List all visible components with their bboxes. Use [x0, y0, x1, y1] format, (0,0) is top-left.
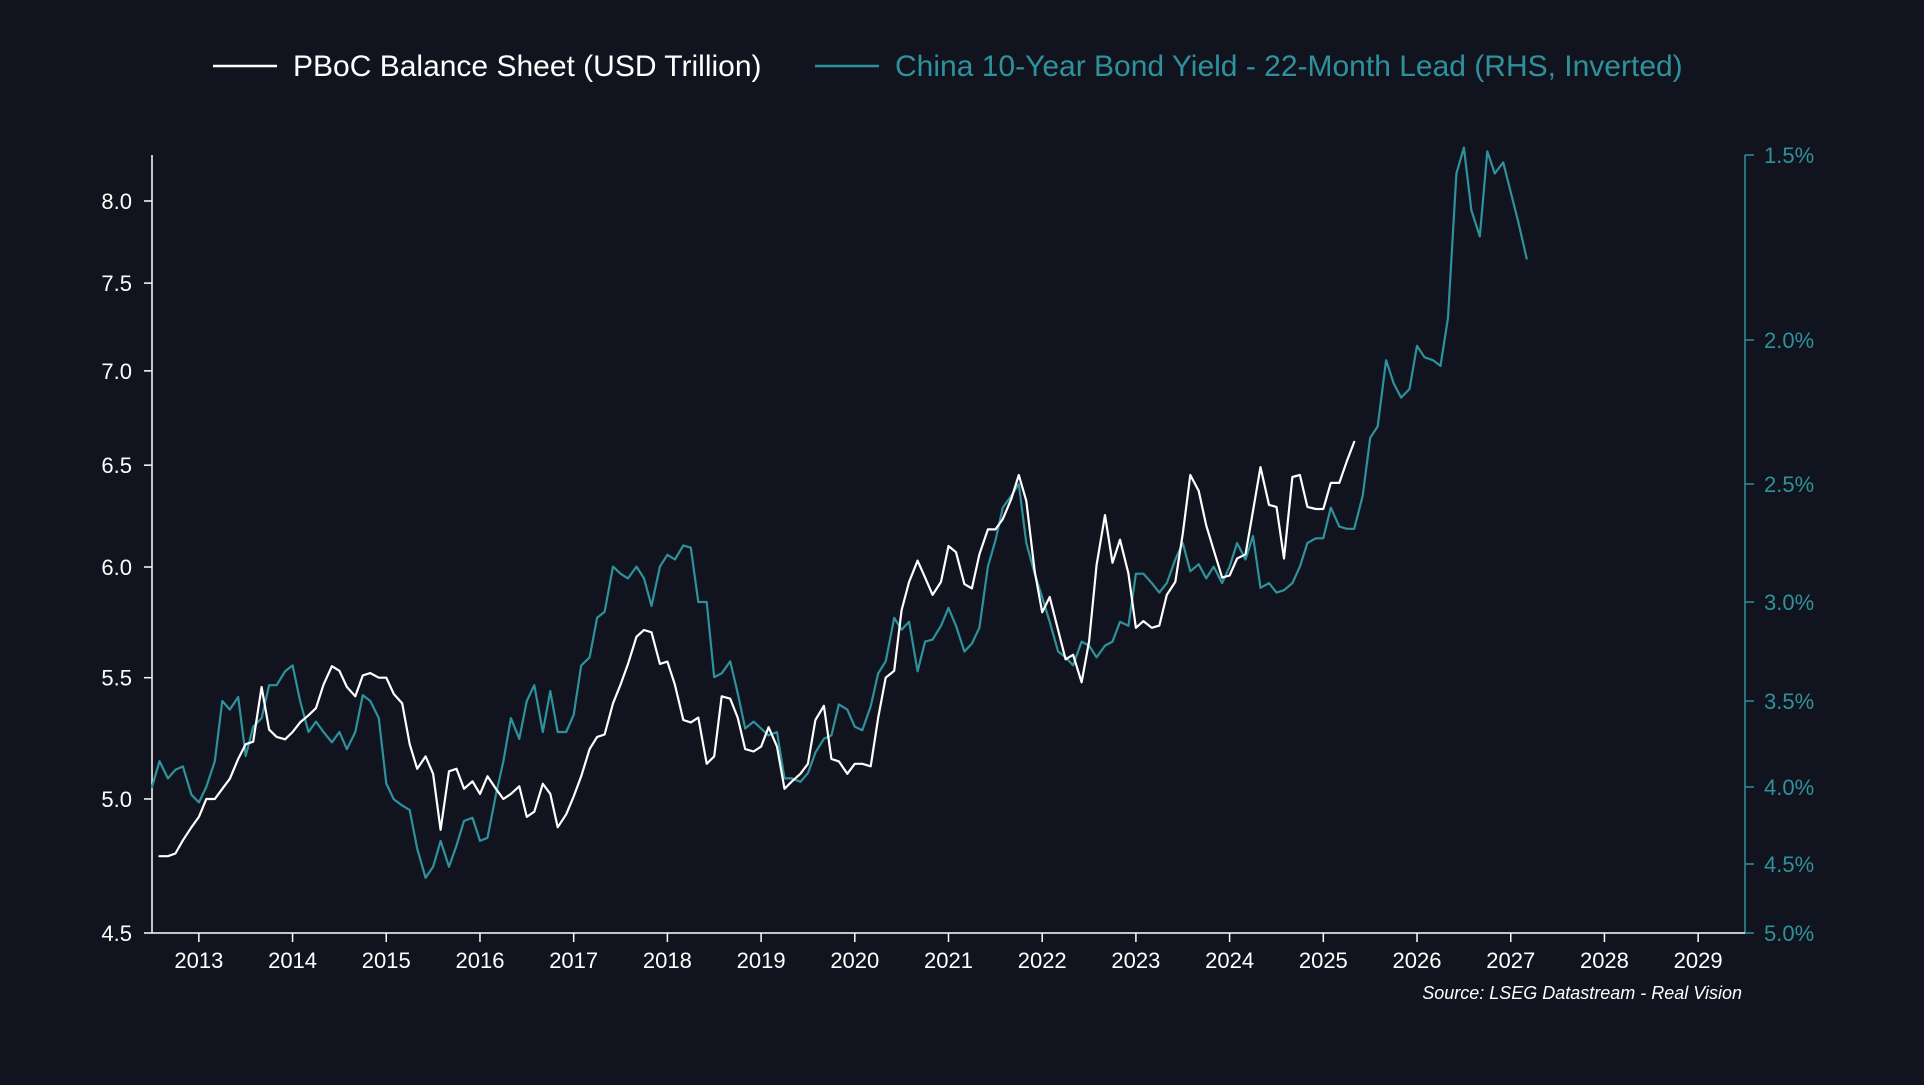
left-tick-label: 7.0 [101, 359, 132, 384]
left-axis: 4.5 5.0 5.5 6.0 6.5 7.0 7.5 8.0 [101, 155, 153, 946]
left-tick-label: 6.0 [101, 555, 132, 580]
left-tick-label: 6.5 [101, 453, 132, 478]
right-axis: 1.5% 2.0% 2.5% 3.0% 3.5% 4.0% 4.5% 5.0% [1744, 143, 1814, 946]
right-tick-label: 1.5% [1764, 143, 1814, 168]
x-tick-label: 2024 [1205, 948, 1254, 973]
series-line-pboc-balance-sheet [158, 440, 1356, 858]
left-tick-label: 4.5 [101, 921, 132, 946]
x-tick-label: 2026 [1393, 948, 1442, 973]
right-tick-label: 5.0% [1764, 921, 1814, 946]
series-layer [150, 146, 1528, 879]
right-axis-ticks: 1.5% 2.0% 2.5% 3.0% 3.5% 4.0% 4.5% 5.0% [1745, 143, 1814, 946]
right-tick-label: 4.0% [1764, 775, 1814, 800]
x-tick-label: 2022 [1018, 948, 1067, 973]
right-tick-label: 2.5% [1764, 472, 1814, 497]
right-tick-label: 4.5% [1764, 852, 1814, 877]
x-tick-label: 2014 [268, 948, 317, 973]
source-note: Source: LSEG Datastream - Real Vision [1422, 983, 1742, 1003]
x-tick-label: 2025 [1299, 948, 1348, 973]
x-tick-label: 2013 [174, 948, 223, 973]
x-axis: 2013 2014 2015 2016 2017 2018 2019 2020 2021 2022… [152, 932, 1745, 973]
right-tick-label: 3.0% [1764, 590, 1814, 615]
left-tick-label: 5.0 [101, 787, 132, 812]
legend-label-pboc: PBoC Balance Sheet (USD Trillion) [293, 50, 762, 83]
x-tick-label: 2027 [1486, 948, 1535, 973]
x-tick-label: 2021 [924, 948, 973, 973]
x-tick-label: 2016 [455, 948, 504, 973]
left-tick-label: 7.5 [101, 271, 132, 296]
left-tick-label: 5.5 [101, 666, 132, 691]
x-tick-label: 2017 [549, 948, 598, 973]
right-tick-label: 3.5% [1764, 689, 1814, 714]
legend-label-yield: China 10-Year Bond Yield - 22-Month Lead… [895, 50, 1683, 83]
left-tick-label: 8.0 [101, 189, 132, 214]
x-tick-label: 2023 [1111, 948, 1160, 973]
x-tick-label: 2020 [830, 948, 879, 973]
series-line-china-10y-yield [150, 146, 1528, 879]
x-tick-label: 2028 [1580, 948, 1629, 973]
x-tick-label: 2015 [362, 948, 411, 973]
left-axis-ticks: 4.5 5.0 5.5 6.0 6.5 7.0 7.5 8.0 [101, 189, 152, 946]
right-tick-label: 2.0% [1764, 328, 1814, 353]
x-axis-ticks: 2013 2014 2015 2016 2017 2018 2019 2020 2021 2022… [174, 933, 1723, 973]
x-tick-label: 2019 [737, 948, 786, 973]
x-tick-label: 2029 [1674, 948, 1723, 973]
x-tick-label: 2018 [643, 948, 692, 973]
legend: PBoC Balance Sheet (USD Trillion) China … [213, 50, 1683, 83]
